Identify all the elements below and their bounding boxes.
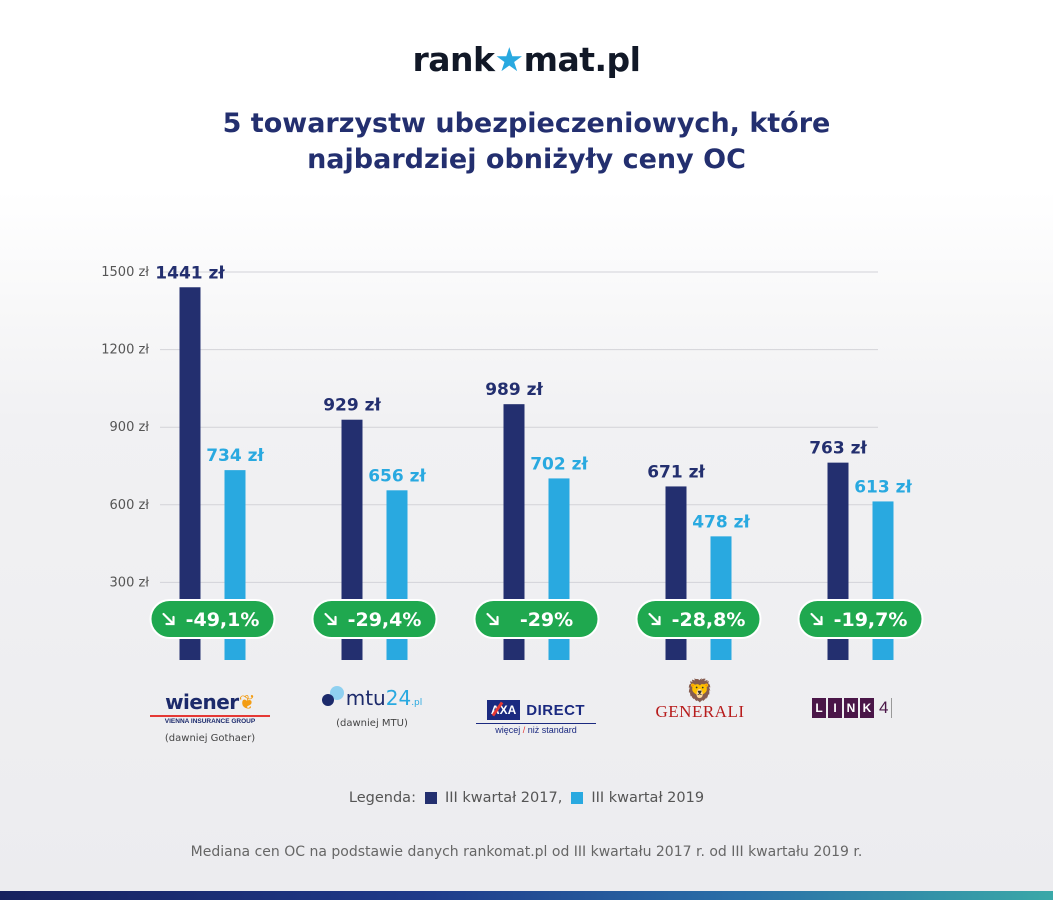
brand-mtu: mtu24.pl (dawniej MTU) — [312, 686, 432, 729]
mtu-logo: mtu24.pl — [312, 686, 432, 710]
data-label-2019: 613 zł — [854, 477, 912, 497]
change-badge — [149, 599, 276, 639]
bar-2017 — [503, 404, 525, 660]
link4-letter: N — [844, 698, 858, 718]
change-badge — [797, 599, 924, 639]
footnote: Mediana cen OC na podstawie danych ranko… — [190, 844, 863, 860]
data-label-2019: 478 zł — [692, 512, 750, 532]
change-badge-label: -29% — [520, 609, 573, 631]
mtu-logo-suffix: .pl — [411, 698, 423, 708]
bar-2017 — [179, 287, 201, 660]
bar-chart: 300 zł 600 zł 900 zł 1200 zł 1500 zł 1441 zł 7… — [101, 263, 924, 660]
legend-swatch-2019 — [571, 792, 584, 804]
y-tick-label: 1500 zł — [101, 265, 149, 280]
mtu-logo-text: mtu — [345, 686, 386, 710]
y-tick-label: 1200 zł — [101, 343, 149, 358]
data-label-2019: 656 zł — [368, 466, 426, 486]
mtu-logo-number: 24 — [385, 686, 412, 710]
axa-tagline: więcej / niż standard — [476, 723, 596, 735]
mtu-dots-icon — [321, 686, 346, 710]
data-label-2017: 989 zł — [485, 380, 543, 400]
link4-letter: K — [860, 698, 874, 718]
mtu-note: (dawniej MTU) — [336, 718, 408, 729]
y-tick-label: 300 zł — [110, 575, 150, 590]
arrow-down-right-icon — [162, 612, 175, 626]
legend-label: Legenda: — [348, 790, 416, 806]
data-label-2019: 702 zł — [530, 454, 588, 474]
link4-logo: L I N K 4 — [812, 698, 912, 718]
chart-legend: Legenda: III kwartał 2017, III kwartał 2… — [0, 790, 1053, 806]
wiener-tagline: VIENNA INSURANCE GROUP — [150, 715, 270, 725]
data-label-2017: 929 zł — [323, 396, 381, 416]
arrow-down-right-icon — [486, 612, 499, 626]
logo-text-end: mat.pl — [523, 40, 641, 79]
change-badge-label: -29,4% — [348, 609, 422, 631]
bar-2019 — [710, 536, 732, 660]
y-tick-label: 600 zł — [110, 498, 150, 513]
data-label-2017: 763 zł — [809, 439, 867, 459]
data-label-2019: 734 zł — [206, 446, 264, 466]
bottom-gradient-bar — [0, 891, 1053, 900]
brand-link4: L I N K 4 — [812, 698, 912, 718]
legend-item-2019: III kwartał 2019 — [591, 790, 705, 806]
link4-letter: L — [812, 698, 826, 718]
chart-title-line2: najbardziej obniżyły ceny OC — [307, 144, 746, 175]
axa-tag-b: niż standard — [527, 725, 577, 735]
logo-star-icon: ★ — [494, 40, 524, 79]
arrow-down-right-icon — [324, 612, 337, 626]
legend-item-2017: III kwartał 2017, — [444, 790, 563, 806]
wiener-flame-icon: ❦ — [238, 690, 256, 714]
generali-logo-text: GENERALI — [655, 702, 745, 721]
change-badge-label: -19,7% — [834, 609, 908, 631]
brand-axa: AXA DIRECT więcej / niż standard — [476, 700, 596, 735]
brand-generali: 🦁 GENERALI — [640, 680, 760, 722]
change-badge — [311, 599, 438, 639]
data-label-2017: 1441 zł — [155, 263, 225, 283]
winged-lion-icon: 🦁 — [686, 678, 714, 703]
chart-title-line1: 5 towarzystw ubezpieczeniowych, które — [222, 108, 831, 139]
wiener-logo: wiener❦ — [150, 690, 270, 714]
wiener-note: (dawniej Gothaer) — [164, 733, 256, 744]
axa-tag-a: więcej — [495, 725, 521, 735]
arrow-down-right-icon — [648, 612, 661, 626]
change-badge — [473, 599, 600, 639]
link4-number: 4 — [879, 698, 893, 718]
data-label-2017: 671 zł — [647, 462, 705, 482]
change-badge-label: -49,1% — [186, 609, 260, 631]
axa-logo: AXA DIRECT — [476, 700, 596, 720]
brand-wiener: wiener❦ VIENNA INSURANCE GROUP (dawniej … — [150, 690, 270, 744]
site-logo: rank★mat.pl — [0, 40, 1053, 79]
legend-swatch-2017 — [424, 792, 437, 804]
axa-direct-text: DIRECT — [526, 701, 586, 719]
y-tick-label: 900 zł — [110, 420, 150, 435]
change-badge-label: -28,8% — [672, 609, 746, 631]
wiener-logo-text: wiener — [165, 690, 239, 714]
link4-letter: I — [828, 698, 842, 718]
axa-box-icon: AXA — [486, 700, 521, 720]
logo-text-start: rank — [412, 40, 495, 79]
chart-title: 5 towarzystw ubezpieczeniowych, które na… — [0, 106, 1053, 178]
change-badge — [635, 599, 762, 639]
arrow-down-right-icon — [810, 612, 823, 626]
